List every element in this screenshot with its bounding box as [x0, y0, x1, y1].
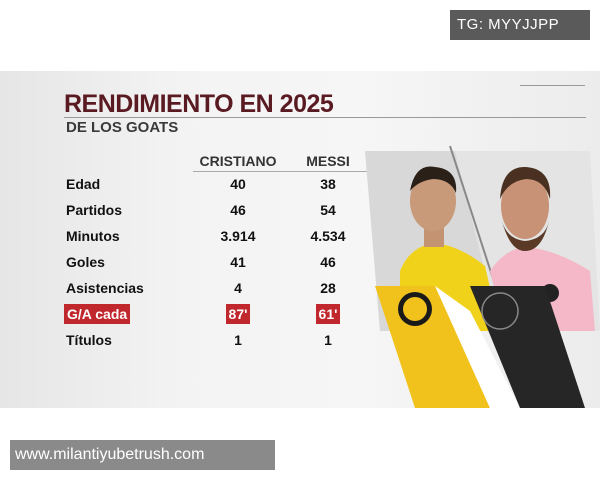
column-header-cristiano: CRISTIANO [193, 153, 283, 172]
messi-value: 1 [324, 332, 332, 348]
messi-value: 61' [283, 303, 373, 325]
column-header-messi: MESSI [283, 153, 373, 172]
stat-row: Edad 40 38 [0, 173, 360, 195]
title-divider [64, 117, 586, 118]
cristiano-value: 1 [234, 332, 242, 348]
stat-row: Títulos 1 1 [0, 329, 360, 351]
graphic-subtitle: DE LOS GOATS [66, 119, 179, 136]
graphic-title: RENDIMIENTO EN 2025 [64, 90, 334, 118]
messi-value: 46 [320, 254, 336, 270]
cristiano-value: 40 [230, 176, 246, 192]
logo-mark [520, 76, 585, 86]
cristiano-value: 3.914 [220, 228, 256, 244]
stat-label: Goles [66, 254, 105, 270]
players-panel [365, 145, 600, 408]
stat-label: Minutos [66, 228, 120, 244]
site-watermark: www.milantiyubetrush.com [10, 440, 275, 470]
stat-label: Asistencias [66, 280, 144, 296]
cristiano-value: 4 [234, 280, 242, 296]
telegram-watermark: TG: MYYJJPP [450, 10, 590, 40]
white-stripe [435, 286, 520, 408]
messi-value: 38 [320, 176, 336, 192]
stat-label: Edad [66, 176, 101, 192]
stat-row: Partidos 46 54 [0, 199, 360, 221]
stats-graphic: RENDIMIENTO EN 2025 DE LOS GOATS CRISTIA… [0, 71, 600, 408]
stat-label: Títulos [66, 332, 112, 348]
cristiano-value: 46 [230, 202, 246, 218]
messi-value: 4.534 [310, 228, 346, 244]
inter-miami-logo-icon [481, 292, 519, 330]
stat-label: Partidos [66, 202, 123, 218]
cristiano-value: 87' [193, 303, 283, 325]
cristiano-value: 41 [230, 254, 246, 270]
black-stripe [470, 286, 585, 408]
stat-row: Goles 41 46 [0, 251, 360, 273]
messi-value: 54 [320, 202, 336, 218]
stat-label: G/A cada [64, 304, 131, 324]
stat-row: G/A cada 87' 61' [0, 303, 360, 325]
stat-row: Asistencias 4 28 [0, 277, 360, 299]
messi-value: 28 [320, 280, 336, 296]
stat-row: Minutos 3.914 4.534 [0, 225, 360, 247]
